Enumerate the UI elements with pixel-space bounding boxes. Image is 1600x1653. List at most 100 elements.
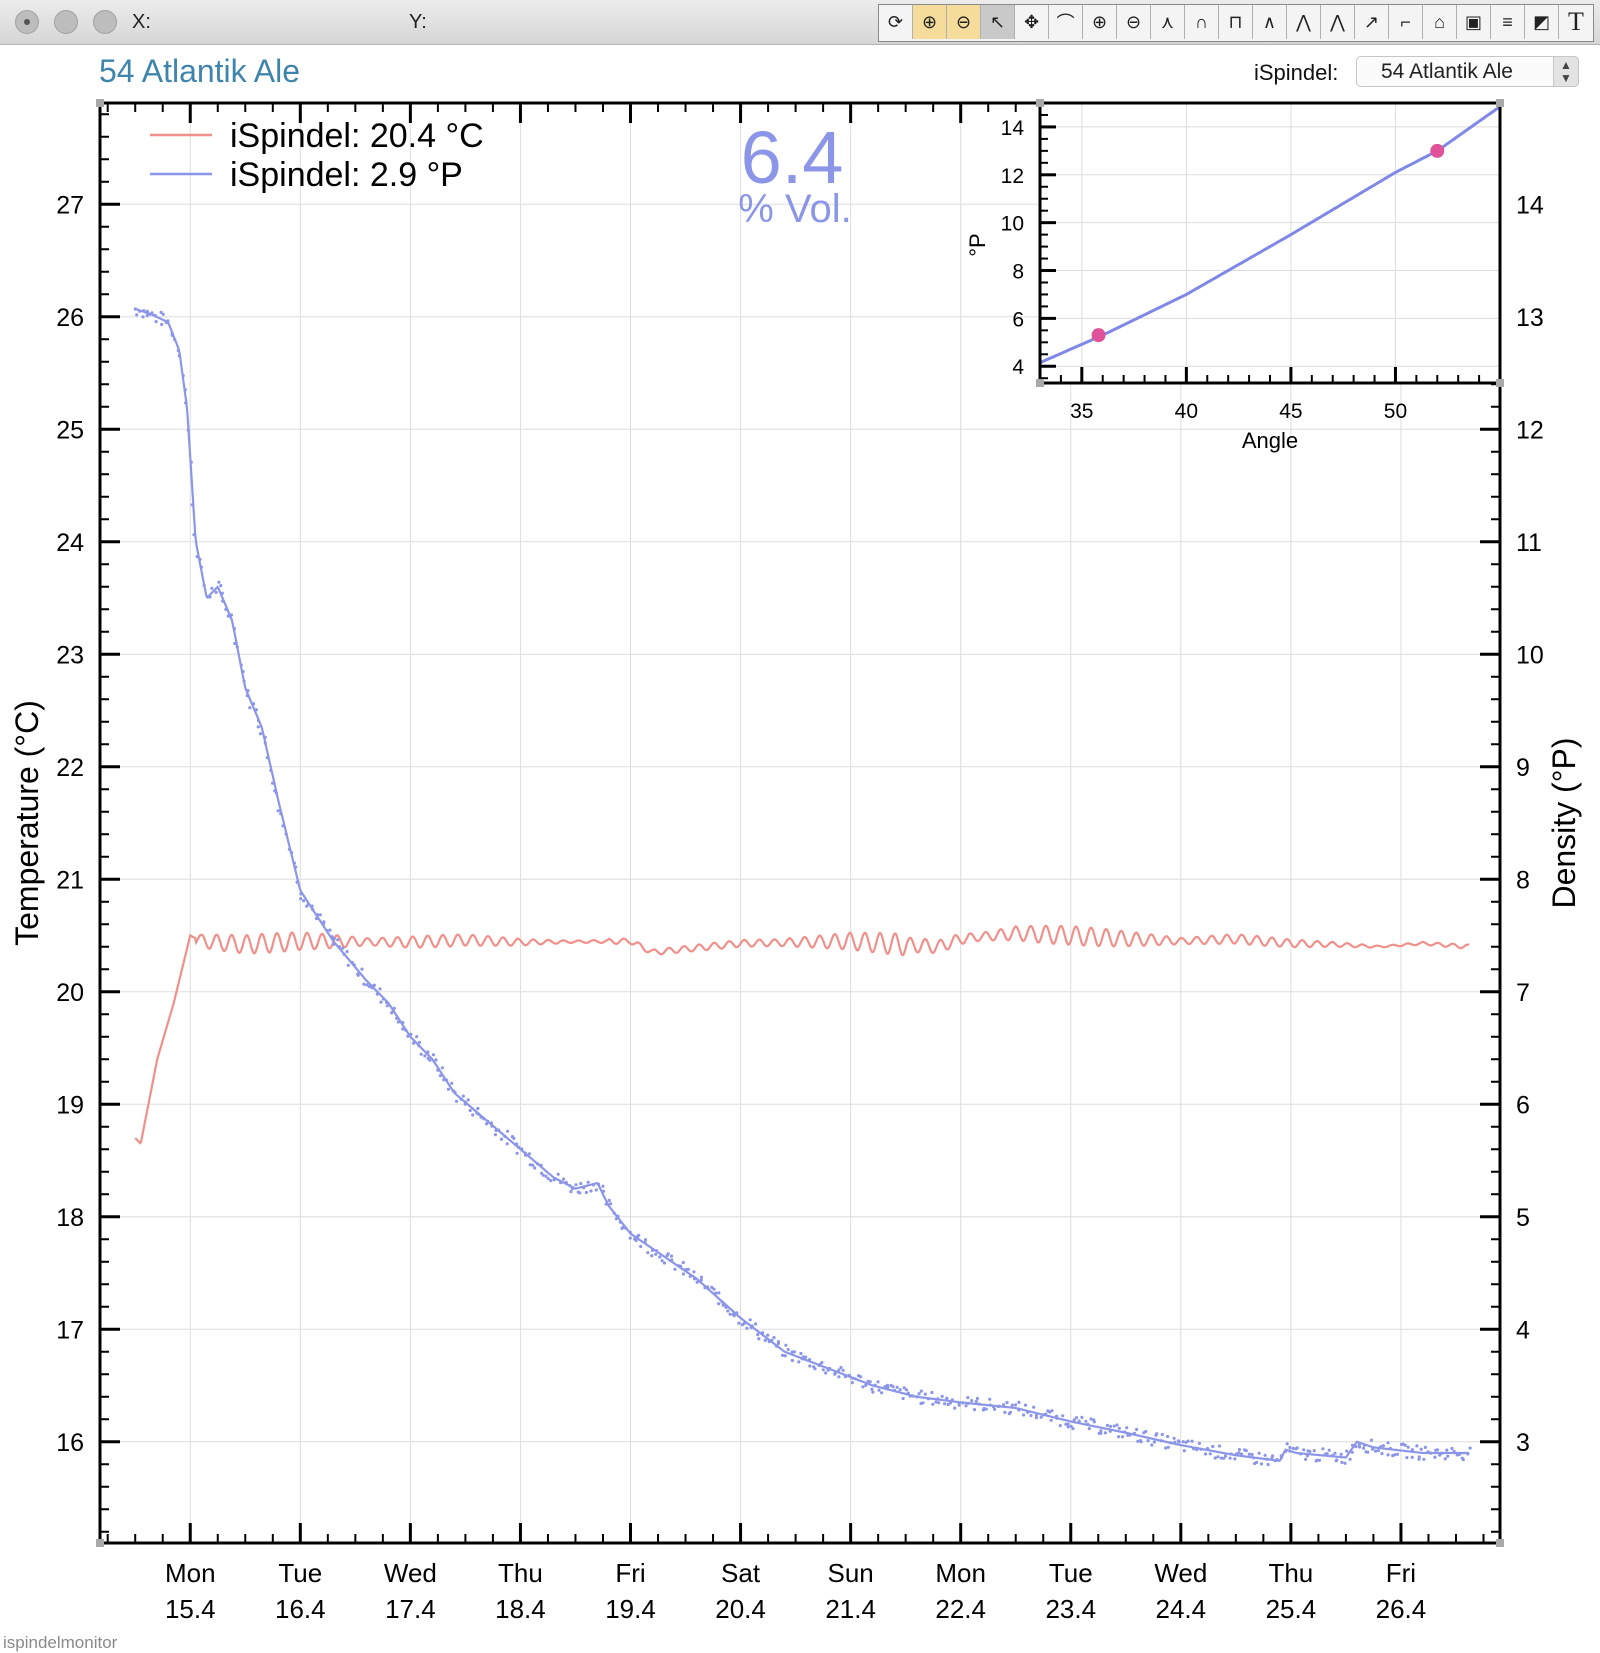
peak-icon[interactable]: ∧	[1253, 5, 1287, 39]
density-point	[1435, 1448, 1440, 1452]
density-point	[362, 982, 366, 986]
legend-icon[interactable]: ≡	[1491, 5, 1525, 39]
resize-handle	[1036, 379, 1044, 387]
curve-point-icon[interactable]: ↗	[1355, 5, 1389, 39]
density-point	[993, 1407, 997, 1411]
temperature-series-line	[134, 924, 1470, 1145]
y-tick-label-left: 16	[56, 1429, 84, 1457]
density-point	[737, 1321, 741, 1325]
density-point	[1415, 1444, 1419, 1448]
density-point	[974, 1399, 978, 1404]
density-point	[1237, 1447, 1241, 1452]
inset-background	[1040, 103, 1500, 383]
density-point	[1066, 1425, 1070, 1429]
density-point	[1304, 1457, 1308, 1461]
density-point	[970, 1399, 974, 1403]
density-point	[527, 1152, 532, 1156]
density-point	[1266, 1462, 1270, 1467]
x-tick-label-date: 16.4	[275, 1594, 326, 1624]
zoom-out-icon[interactable]: ⊖	[1117, 5, 1151, 39]
density-point	[728, 1312, 732, 1316]
text-icon[interactable]: T	[1568, 7, 1584, 36]
density-point	[385, 1004, 389, 1008]
x-tick-label-day: Thu	[498, 1558, 543, 1588]
inset-x-tick-label: 40	[1175, 400, 1198, 423]
density-point	[1327, 1448, 1331, 1452]
shapes-icon[interactable]: ◩	[1525, 5, 1559, 39]
box-peak-icon[interactable]: ⌂	[1423, 5, 1457, 39]
density-point	[1186, 1439, 1190, 1443]
density-point	[322, 920, 326, 924]
density-point	[754, 1322, 758, 1326]
inset-calibration-point	[1430, 143, 1445, 158]
density-point	[904, 1388, 909, 1392]
density-point	[1049, 1418, 1053, 1422]
density-point	[1395, 1452, 1399, 1456]
density-point	[341, 946, 345, 950]
peak-split-icon[interactable]: ⋀	[1287, 5, 1321, 39]
peak-zoom-icon[interactable]: ⌒	[1049, 5, 1083, 39]
density-point	[1350, 1450, 1354, 1454]
density-point	[839, 1365, 843, 1370]
density-point	[461, 1094, 465, 1098]
density-point	[515, 1151, 519, 1155]
zoom-window-button[interactable]	[93, 10, 117, 34]
density-point	[658, 1255, 662, 1259]
right-axis-label: Density (°P)	[1546, 737, 1582, 908]
density-point	[1308, 1449, 1312, 1454]
density-point	[699, 1275, 704, 1279]
density-point	[336, 938, 340, 942]
density-point	[1002, 1403, 1006, 1407]
density-point	[1105, 1423, 1109, 1427]
resize-handle	[96, 1539, 104, 1547]
density-point	[1164, 1446, 1168, 1450]
density-point	[790, 1358, 795, 1363]
inset-axes: 4 6 8 10 12 14 35 40 45 50	[1001, 113, 1481, 423]
abv-value: 6.4	[741, 116, 844, 199]
x-tick-label-day: Tue	[278, 1558, 322, 1588]
density-point	[379, 1000, 383, 1004]
y-tick-label-right: 12	[1516, 416, 1544, 444]
main-series	[133, 307, 1472, 1467]
x-tick-label-date: 23.4	[1045, 1594, 1096, 1624]
gauss-icon[interactable]: ∩	[1185, 5, 1219, 39]
density-point	[574, 1183, 578, 1187]
density-point	[650, 1254, 654, 1258]
rise-icon[interactable]: ⌐	[1389, 5, 1423, 39]
density-point	[159, 310, 163, 314]
ispindel-selector[interactable]: 54 Atlantik Ale ▲ ▼	[1356, 56, 1579, 87]
density-point	[318, 913, 322, 917]
fit-peak-icon[interactable]: ⋏	[1151, 5, 1185, 39]
zoom-in-icon[interactable]: ⊕	[1083, 5, 1117, 39]
inset-calibration-point	[1091, 328, 1106, 343]
density-point	[669, 1254, 674, 1258]
peak-sharp-icon[interactable]: ⋀	[1321, 5, 1355, 39]
left-axis-label: Temperature (°C)	[9, 700, 45, 946]
density-point	[808, 1364, 812, 1368]
close-window-button[interactable]	[15, 10, 39, 34]
zoom-in-x-icon[interactable]: ⊕	[913, 5, 947, 39]
minimize-window-button[interactable]	[54, 10, 78, 34]
density-point	[1376, 1449, 1380, 1453]
density-point	[1406, 1445, 1410, 1449]
density-point	[1084, 1419, 1088, 1423]
refresh-icon[interactable]: ⟳	[879, 5, 913, 39]
density-point	[1410, 1455, 1414, 1459]
marker-icon[interactable]: ⊓	[1219, 5, 1253, 39]
zoom-out-x-icon[interactable]: ⊖	[947, 5, 981, 39]
pan-icon[interactable]: ✥	[1015, 5, 1049, 39]
pointer-icon[interactable]: ↖	[981, 5, 1015, 39]
density-point	[1315, 1458, 1319, 1462]
overlay-icon[interactable]: ▣	[1457, 5, 1491, 39]
density-point	[1433, 1455, 1437, 1459]
density-point	[586, 1180, 590, 1184]
density-point	[1022, 1413, 1026, 1417]
density-point	[886, 1385, 890, 1389]
density-point	[1228, 1456, 1232, 1460]
resize-handles[interactable]	[96, 99, 1504, 1547]
density-point	[1108, 1424, 1113, 1428]
density-point	[864, 1383, 868, 1387]
density-point	[594, 1188, 598, 1192]
density-point	[804, 1355, 808, 1359]
